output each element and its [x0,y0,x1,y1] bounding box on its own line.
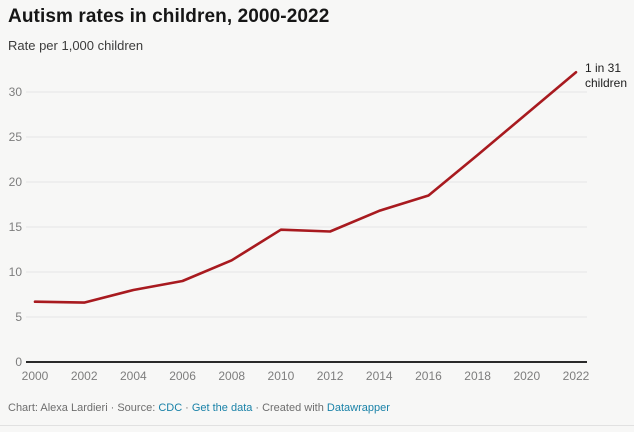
x-tick-label: 2016 [415,369,442,383]
footer-separator: · [185,402,189,414]
annotation-line-1: 1 in 31 [585,61,622,75]
x-tick-label: 2006 [169,369,196,383]
line-end-annotation: 1 in 31 children [585,61,627,91]
annotation-line-2: children [585,76,628,90]
x-tick-label: 2018 [464,369,491,383]
y-tick-label: 25 [9,130,23,144]
get-data-link[interactable]: Get the data [191,402,253,414]
x-tick-label: 2000 [22,369,49,383]
x-tick-label: 2020 [513,369,540,383]
footer-separator: · [255,402,260,414]
chart-credit: Chart: Alexa Lardieri [8,402,108,414]
chart-subtitle: Rate per 1,000 children [8,38,144,53]
created-with-label: Created with [262,402,324,414]
chart-title: Autism rates in children, 2000-2022 [8,6,330,27]
x-tick-label: 2014 [366,369,393,383]
y-tick-label: 0 [15,355,22,369]
footer-separator: · [110,402,115,414]
bottom-divider [0,425,634,426]
x-tick-label: 2002 [71,369,98,383]
x-tick-label: 2010 [268,369,295,383]
source-label: Source: [117,402,156,414]
data-line [33,70,578,304]
y-tick-label: 15 [9,220,23,234]
attribution-footer: Chart: Alexa Lardieri · Source: CDC · Get th… [8,402,390,414]
y-tick-label: 30 [9,85,23,99]
x-tick-label: 2004 [120,369,147,383]
y-tick-label: 5 [15,310,22,324]
y-tick-label: 20 [9,175,23,189]
x-tick-label: 2008 [218,369,245,383]
source-link[interactable]: CDC [158,402,183,414]
y-tick-label: 10 [9,265,23,279]
x-tick-label: 2022 [563,369,590,383]
x-tick-label: 2012 [317,369,344,383]
datawrapper-link[interactable]: Datawrapper [326,402,390,414]
